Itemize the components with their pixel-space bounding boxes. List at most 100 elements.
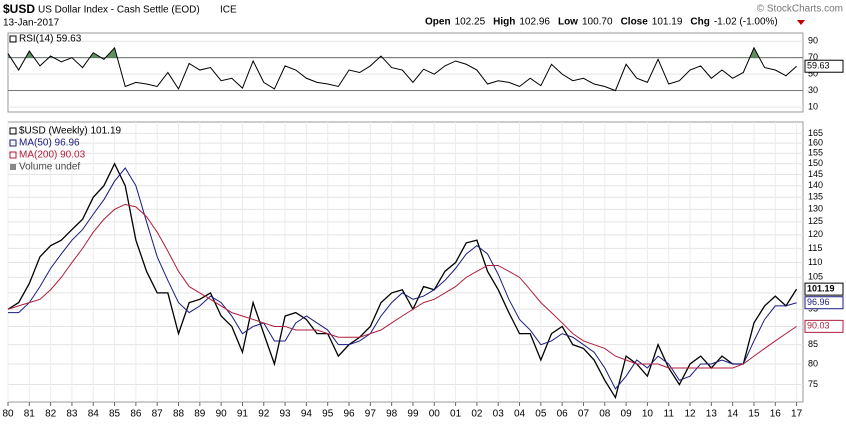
legend-label: MA(50) 96.96 xyxy=(19,138,80,149)
y-tick-label: 105 xyxy=(808,272,823,282)
x-tick-label: 17 xyxy=(791,409,803,420)
legend-label: Volume undef xyxy=(19,162,80,173)
instrument-name: US Dollar Index - Cash Settle (EOD) xyxy=(38,5,200,16)
quote-value: -1.02 (-1.00%) xyxy=(714,17,778,28)
series-line xyxy=(7,203,797,369)
y-tick-label: 125 xyxy=(808,216,823,226)
x-tick-label: 01 xyxy=(450,409,462,420)
quote-value: 102.96 xyxy=(519,17,550,28)
x-tick-label: 97 xyxy=(365,409,377,420)
legend-label: MA(200) 90.03 xyxy=(19,150,86,161)
x-tick-label: 84 xyxy=(88,409,100,420)
y-tick-label: 135 xyxy=(808,192,823,202)
x-tick-label: 98 xyxy=(386,409,398,420)
y-tick-label: 30 xyxy=(808,85,818,95)
y-tick-label: 70 xyxy=(808,52,818,62)
x-tick-label: 87 xyxy=(152,409,164,420)
x-tick-label: 16 xyxy=(770,409,782,420)
x-tick-label: 10 xyxy=(642,409,654,420)
quote-value: 102.25 xyxy=(455,17,486,28)
x-tick-label: 82 xyxy=(45,409,57,420)
x-tick-label: 03 xyxy=(493,409,505,420)
x-tick-label: 93 xyxy=(280,409,292,420)
x-tick-label: 95 xyxy=(322,409,334,420)
legend-label: $USD (Weekly) 101.19 xyxy=(19,126,122,137)
x-tick-label: 05 xyxy=(535,409,547,420)
x-tick-label: 89 xyxy=(194,409,206,420)
y-tick-label: 90 xyxy=(808,36,818,46)
end-label-box xyxy=(804,319,844,333)
x-tick-label: 81 xyxy=(24,409,36,420)
y-tick-label: 160 xyxy=(808,138,823,148)
x-tick-label: 09 xyxy=(621,409,633,420)
x-tick-label: 85 xyxy=(109,409,121,420)
x-tick-label: 13 xyxy=(706,409,718,420)
date: 13-Jan-2017 xyxy=(3,18,60,29)
end-label-box xyxy=(804,296,844,310)
x-tick-label: 15 xyxy=(748,409,760,420)
x-tick-label: 14 xyxy=(727,409,739,420)
y-tick-label: 145 xyxy=(808,169,823,179)
y-tick-label: 150 xyxy=(808,158,823,168)
y-tick-label: 140 xyxy=(808,180,823,190)
x-tick-label: 12 xyxy=(684,409,696,420)
y-tick-label: 10 xyxy=(808,101,818,111)
end-label: 96.96 xyxy=(807,297,830,307)
x-tick-label: 02 xyxy=(471,409,483,420)
y-tick-label: 110 xyxy=(808,257,822,267)
x-tick-label: 08 xyxy=(599,409,611,420)
title-swatch xyxy=(9,35,17,43)
y-tick-label: 75 xyxy=(808,379,818,389)
y-tick-label: 165 xyxy=(808,128,823,138)
y-tick-label: 85 xyxy=(808,339,818,349)
y-tick-label: 155 xyxy=(808,148,823,158)
x-tick-label: 90 xyxy=(216,409,228,420)
panel-frame xyxy=(7,32,804,113)
symbol: $USD xyxy=(3,2,35,16)
legend-swatch xyxy=(10,164,16,170)
down-arrow xyxy=(797,20,805,25)
x-tick-label: 07 xyxy=(578,409,590,420)
y-tick-label: 50 xyxy=(808,69,818,79)
quote: Open 102.25 High 102.96 Low 100.70 Close 101.19… xyxy=(425,17,778,28)
x-tick-label: 88 xyxy=(173,409,185,420)
x-tick-label: 80 xyxy=(2,409,14,420)
legend-swatch xyxy=(9,139,17,147)
x-tick-label: 06 xyxy=(557,409,569,420)
legend-swatch xyxy=(9,151,17,159)
quote-label: Chg xyxy=(690,17,709,28)
series-line xyxy=(7,162,798,400)
x-tick-label: 91 xyxy=(237,409,249,420)
quote-label: Open xyxy=(425,17,451,28)
series-line xyxy=(8,167,797,390)
x-tick-label: 04 xyxy=(514,409,526,420)
legend-swatch xyxy=(9,127,17,135)
quote-value: 101.19 xyxy=(652,17,683,28)
quote-label: Close xyxy=(621,17,649,28)
end-label-box xyxy=(804,59,844,73)
quote-value: 100.70 xyxy=(582,17,613,28)
y-tick-label: 120 xyxy=(808,229,823,239)
x-tick-label: 83 xyxy=(66,409,78,420)
x-tick-label: 96 xyxy=(343,409,355,420)
x-tick-label: 99 xyxy=(407,409,419,420)
y-tick-label: 130 xyxy=(808,204,823,214)
quote-label: High xyxy=(493,17,515,28)
quote-label: Low xyxy=(558,17,578,28)
exchange: ICE xyxy=(220,5,237,16)
y-tick-label: 115 xyxy=(808,243,822,253)
x-tick-label: 11 xyxy=(664,409,675,420)
x-tick-label: 94 xyxy=(301,409,313,420)
end-label-box xyxy=(804,282,844,296)
x-tick-label: 86 xyxy=(130,409,142,420)
x-tick-label: 92 xyxy=(258,409,270,420)
end-label: 101.19 xyxy=(807,284,835,294)
series-line xyxy=(7,46,797,92)
y-tick-label: 80 xyxy=(808,358,818,368)
panel-title: RSI(14) 59.63 xyxy=(19,34,82,45)
x-tick-label: 00 xyxy=(429,409,441,420)
end-label: 90.03 xyxy=(807,321,830,331)
end-label: 59.63 xyxy=(807,61,830,71)
credit: © StockCharts.com xyxy=(757,4,843,15)
